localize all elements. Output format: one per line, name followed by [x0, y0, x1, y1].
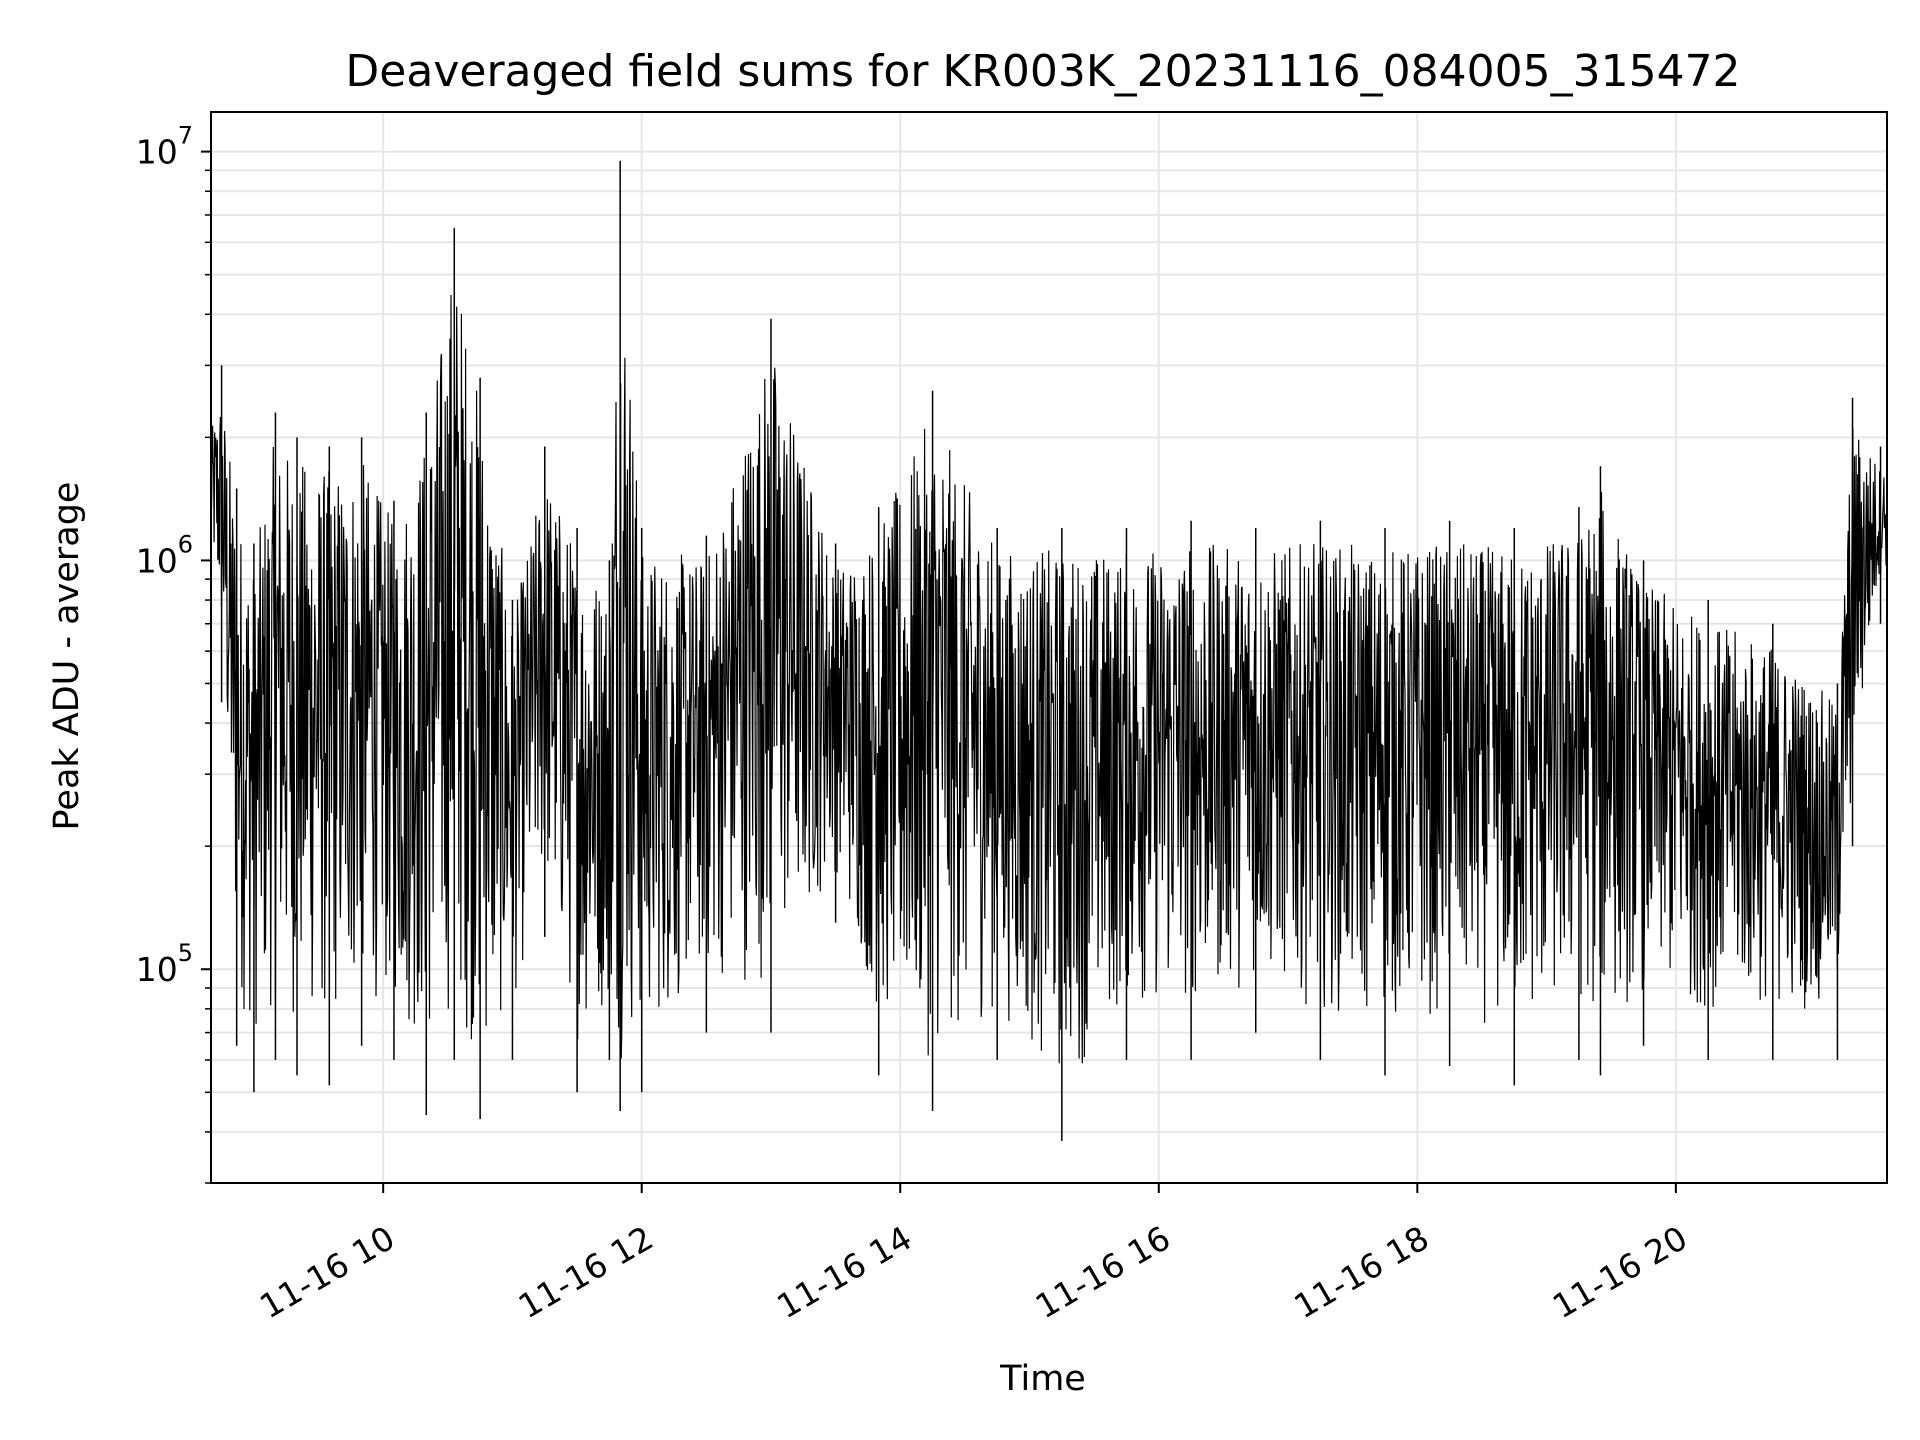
- plot-area-frame: [210, 111, 1888, 1184]
- x-tick-label: 11-16 10: [253, 1218, 401, 1326]
- series-line: [210, 294, 1888, 1064]
- x-axis-label: Time: [999, 1359, 1086, 1399]
- x-tick-label: 11-16 20: [1546, 1218, 1694, 1326]
- y-tick-exponent: 7: [178, 122, 193, 150]
- y-tick-label: 105: [136, 939, 193, 989]
- y-tick-label: 107: [136, 122, 193, 172]
- y-axis-label: Peak ADU - average: [47, 482, 87, 831]
- chart-title: Deaveraged field sums for KR003K_2023111…: [345, 46, 1740, 97]
- y-tick-exponent: 5: [178, 939, 193, 967]
- data-series: [210, 160, 1888, 1142]
- y-tick-label: 106: [136, 530, 193, 580]
- x-tick-label: 11-16 18: [1287, 1218, 1435, 1326]
- x-tick-label: 11-16 12: [512, 1218, 660, 1326]
- x-tick-label: 11-16 14: [770, 1218, 918, 1326]
- y-tick-exponent: 6: [178, 530, 193, 558]
- x-tick-label: 11-16 16: [1029, 1218, 1177, 1326]
